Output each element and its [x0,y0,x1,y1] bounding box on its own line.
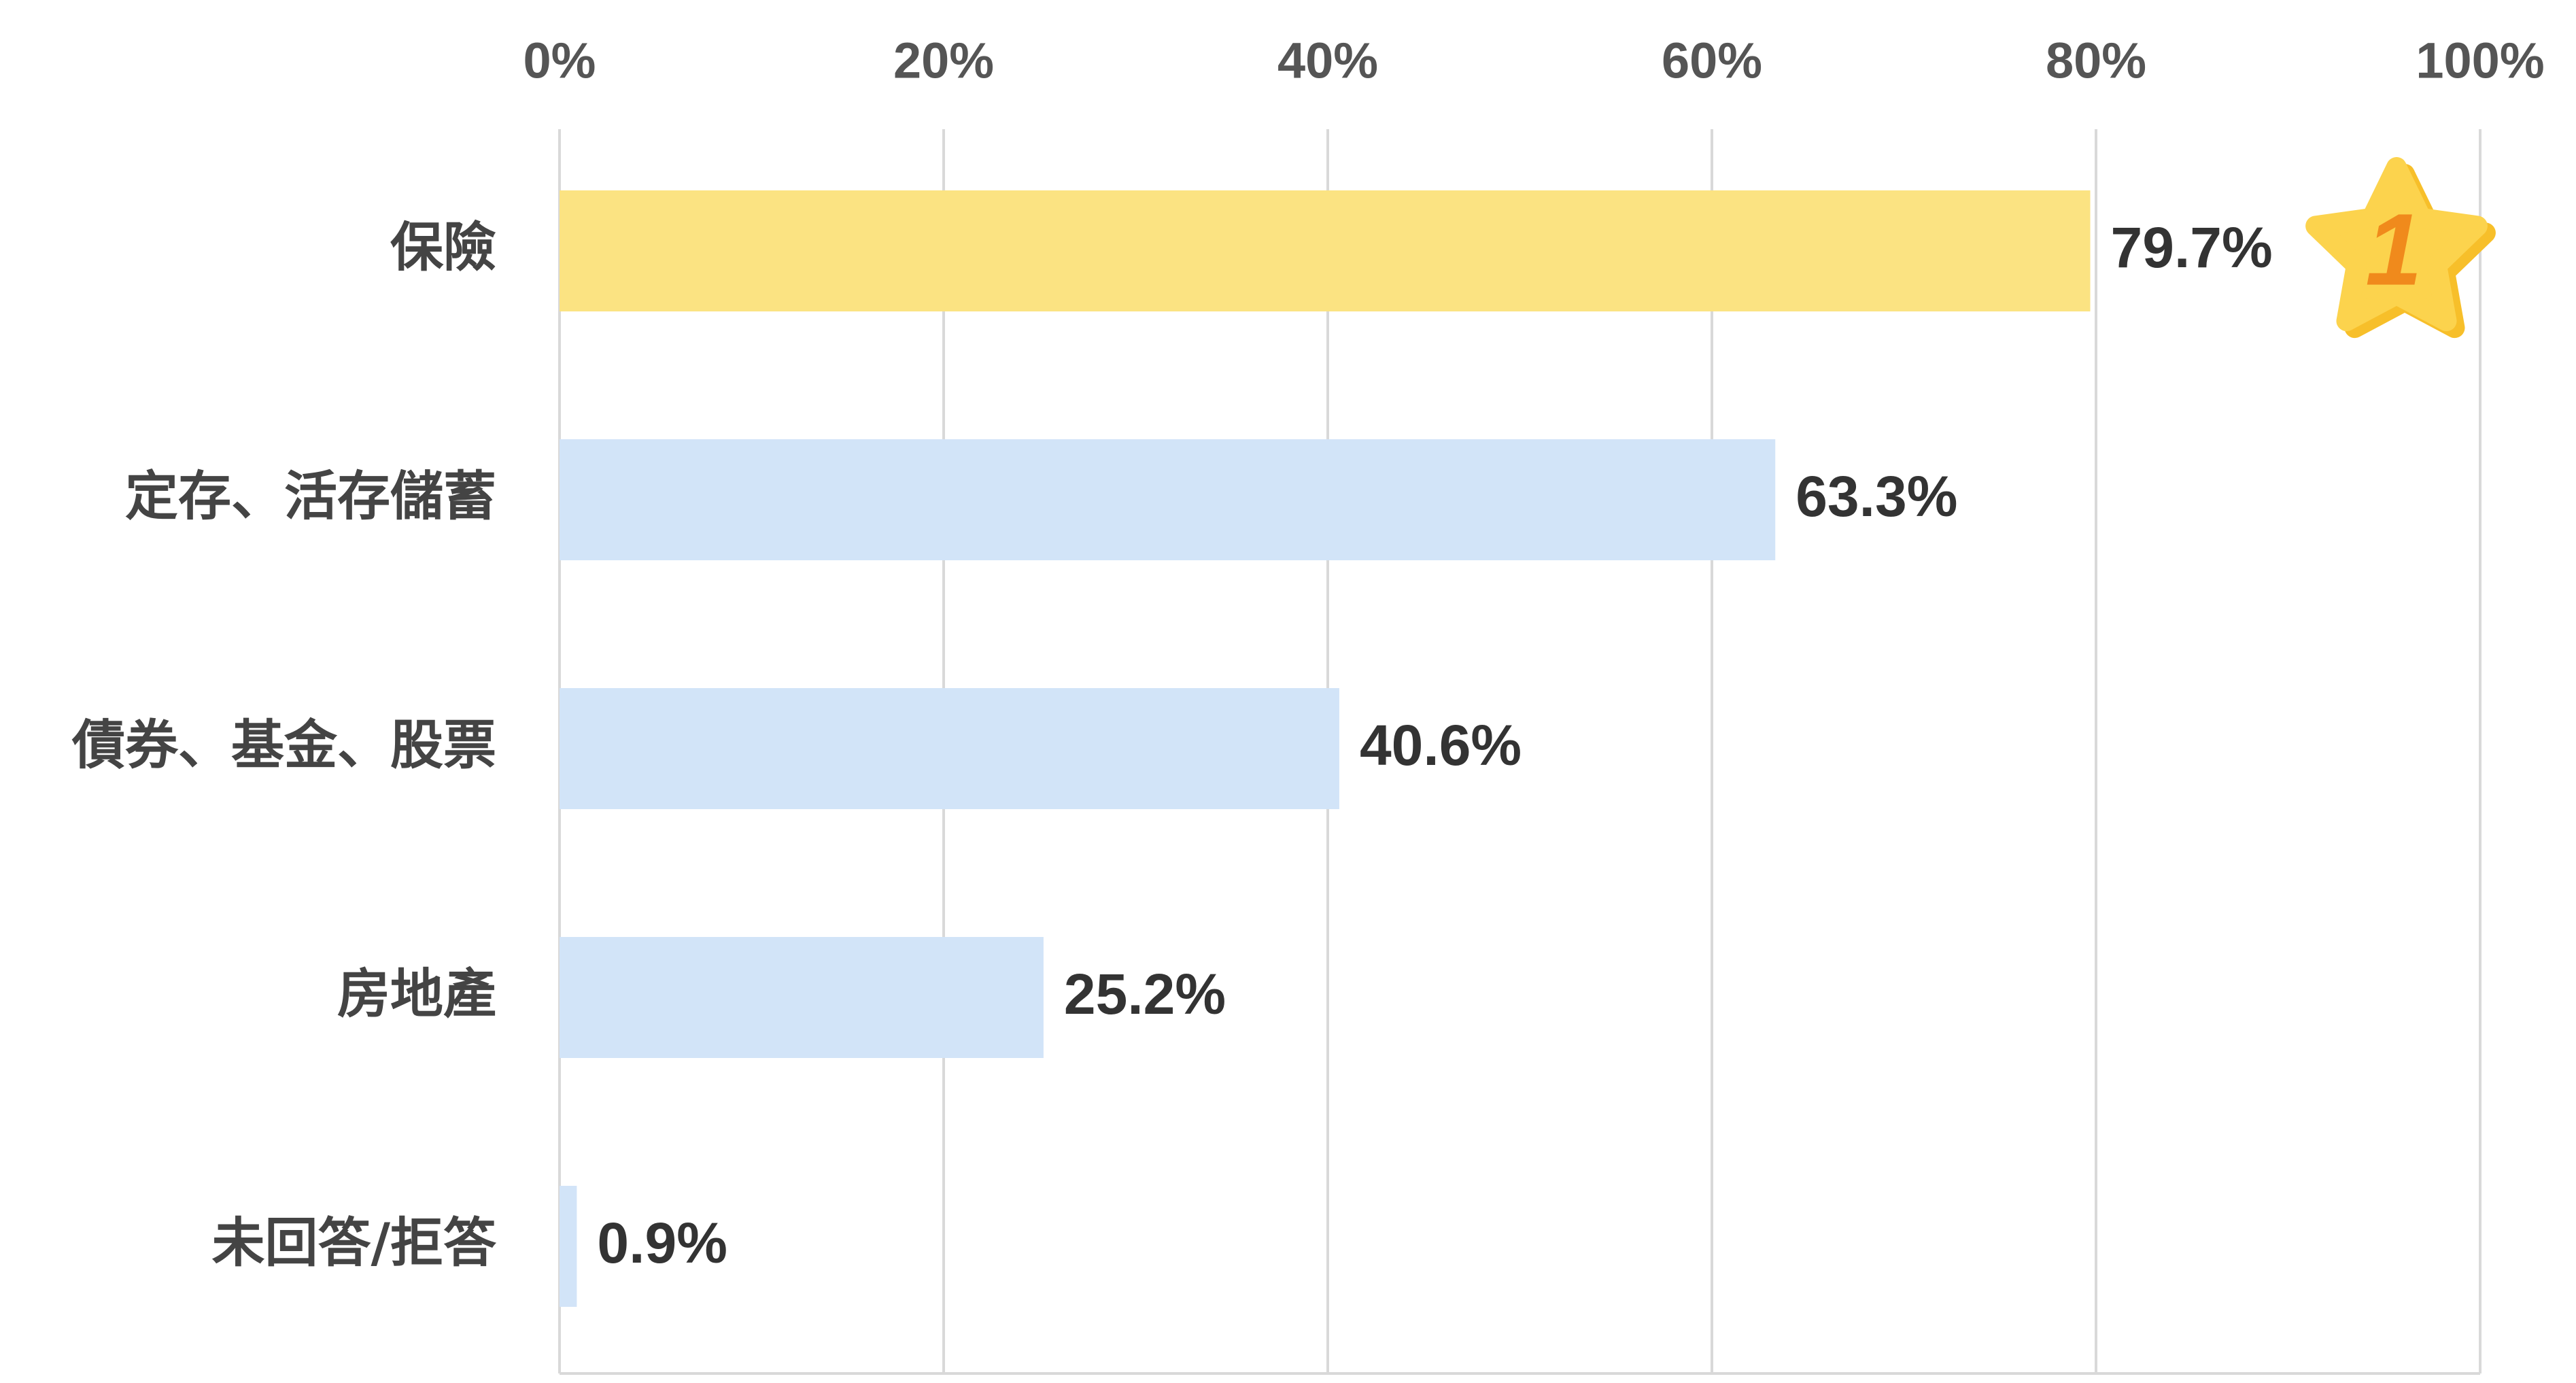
rank-number: 1 [2365,192,2422,307]
x-tick-label: 80% [2046,33,2146,89]
grid-layer [558,129,2481,1375]
category-label: 房地產 [337,963,496,1025]
category-label: 債券、基金、股票 [71,715,496,776]
data-label: 0.9% [597,1211,727,1275]
x-tick-label: 20% [893,33,994,89]
x-tick-label: 0% [523,33,596,89]
x-tick-label: 60% [1662,33,1762,89]
category-label: 定存、活存儲蓄 [125,466,496,527]
x-tick-label: 100% [2416,33,2544,89]
data-label: 79.7% [2111,216,2273,279]
bar [560,688,1339,809]
bar [560,190,2091,311]
x-tick-label: 40% [1277,33,1378,89]
category-label: 保險 [390,217,496,278]
category-label: 未回答/拒答 [212,1212,497,1274]
bar [560,1186,577,1307]
data-label: 25.2% [1064,962,1226,1026]
data-label: 63.3% [1796,464,1957,528]
bar [560,439,1776,560]
value-labels: 79.7% 63.3% 40.6% 25.2% 0.9% [597,216,2272,1275]
bars-layer [560,190,2091,1307]
star-icon [2305,157,2488,332]
rank-badge: 1 [2305,157,2496,339]
data-label: 40.6% [1360,713,1522,777]
x-axis-ticks: 0% 20% 40% 60% 80% 100% [523,33,2545,89]
bar [560,937,1044,1058]
